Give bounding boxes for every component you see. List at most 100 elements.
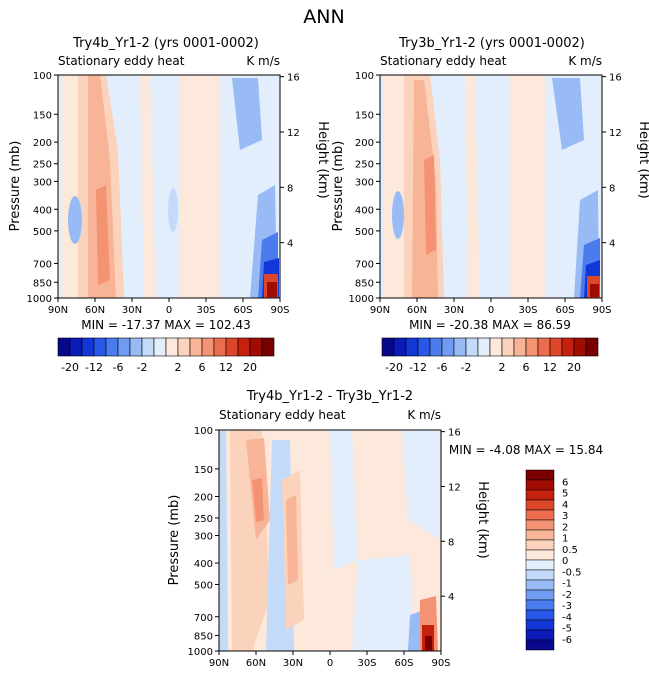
y2-tick-label: 4	[609, 239, 615, 250]
colorbar-label: 0.5	[562, 545, 578, 556]
y-tick-label: 400	[355, 205, 374, 216]
y-tick-label: 100	[194, 426, 213, 437]
axis-ticks: 100 150 200 250 300 400 500 700 850 1000 4 8 12 16 90N…	[349, 71, 622, 316]
y2-tick-label: 16	[609, 73, 622, 84]
colorbar-swatch	[141, 337, 155, 357]
colorbar-label: 6	[523, 361, 530, 374]
panel-units: K m/s	[568, 54, 602, 68]
colorbar-swatch	[525, 609, 555, 621]
contour-band	[232, 535, 254, 651]
colorbar-swatch	[525, 639, 555, 651]
colorbar-label: 2	[562, 522, 568, 533]
y2-axis-label: Height (km)	[475, 481, 490, 558]
colorbar-swatch	[117, 337, 131, 357]
x-tick-label: 30S	[518, 305, 537, 316]
colorbar-swatch	[57, 337, 71, 357]
contour-band	[232, 78, 262, 150]
contour-band	[96, 185, 110, 285]
colorbar: -20 -12 -6 -2 2 6 12 20	[381, 337, 599, 374]
colorbar-label: -0.5	[562, 567, 582, 578]
colorbar-swatch	[525, 549, 555, 561]
x-tick-label: 0	[488, 305, 494, 316]
colorbar-swatch	[381, 337, 395, 357]
colorbar-swatch	[165, 337, 179, 357]
panel-try3b: Try3b_Yr1-2 (yrs 0001-0002) Stationary e…	[331, 36, 649, 374]
panel-subtitle: Stationary eddy heat	[219, 408, 346, 422]
colorbar-swatch	[525, 529, 555, 541]
y-tick-label: 850	[194, 631, 213, 642]
panel-title: Try3b_Yr1-2 (yrs 0001-0002)	[398, 36, 585, 51]
colorbar-label: -20	[61, 361, 79, 374]
colorbar-swatch	[525, 499, 555, 511]
contour-band	[465, 75, 480, 298]
colorbar-swatch	[441, 337, 455, 357]
colorbar-swatch	[525, 469, 555, 481]
colorbar-swatch	[417, 337, 431, 357]
colorbar-swatch	[537, 337, 551, 357]
colorbar-swatch	[525, 599, 555, 611]
panel-title: Try4b_Yr1-2 - Try3b_Yr1-2	[246, 389, 413, 404]
y-tick-label: 700	[33, 259, 52, 270]
colorbar-swatch	[81, 337, 95, 357]
panel-subtitle: Stationary eddy heat	[380, 54, 507, 68]
colorbar-swatch	[525, 479, 555, 491]
colorbar-label: -6	[562, 635, 572, 646]
colorbar-swatch	[429, 337, 443, 357]
colorbar-label: -12	[409, 361, 427, 374]
x-tick-label: 60N	[246, 658, 266, 669]
x-tick-label: 90S	[592, 305, 611, 316]
x-tick-label: 30S	[196, 305, 215, 316]
y-tick-label: 500	[355, 227, 374, 238]
panel-units: K m/s	[246, 54, 280, 68]
x-tick-label: 0	[166, 305, 172, 316]
y2-tick-label: 4	[287, 239, 293, 250]
x-tick-label: 30N	[122, 305, 142, 316]
colorbar-label: -12	[85, 361, 103, 374]
colorbar-swatch	[153, 337, 167, 357]
y-tick-label: 1000	[27, 294, 52, 305]
contour-band	[352, 555, 414, 651]
y-tick-label: 250	[355, 160, 374, 171]
y-tick-label: 850	[355, 278, 374, 289]
x-tick-label: 30N	[444, 305, 464, 316]
colorbar-swatch	[585, 337, 599, 357]
colorbar-swatch	[549, 337, 563, 357]
x-tick-label: 0	[327, 658, 333, 669]
y-tick-label: 1000	[188, 647, 213, 658]
y2-tick-label: 12	[287, 128, 300, 139]
y-tick-label: 850	[33, 278, 52, 289]
y-tick-label: 1000	[349, 294, 374, 305]
colorbar-swatch	[525, 489, 555, 501]
colorbar-swatch	[525, 539, 555, 551]
x-tick-label: 60S	[394, 658, 413, 669]
colorbar-swatch	[249, 337, 263, 357]
colorbar-label: -20	[385, 361, 403, 374]
contour-band	[330, 430, 358, 570]
colorbar-swatch	[69, 337, 83, 357]
colorbar-label: -2	[562, 590, 572, 601]
y-tick-label: 200	[194, 493, 213, 504]
y-tick-label: 150	[33, 110, 52, 121]
colorbar-swatch	[93, 337, 107, 357]
colorbar-label: -5	[562, 624, 572, 635]
colorbar-swatch	[213, 337, 227, 357]
colorbar-swatch	[405, 337, 419, 357]
panel-difference: Try4b_Yr1-2 - Try3b_Yr1-2 Stationary edd…	[167, 389, 603, 669]
panel-title: Try4b_Yr1-2 (yrs 0001-0002)	[72, 36, 259, 51]
contour-band	[590, 284, 599, 297]
colorbar-swatch	[525, 337, 539, 357]
y2-axis-label: Height (km)	[315, 121, 330, 198]
x-tick-label: 30S	[357, 658, 376, 669]
y-tick-label: 150	[355, 110, 374, 121]
x-tick-label: 60S	[555, 305, 574, 316]
colorbar-swatch	[525, 579, 555, 591]
y2-tick-label: 16	[448, 428, 461, 439]
colorbar-swatch	[525, 519, 555, 531]
colorbar-swatch	[201, 337, 215, 357]
y-axis-label: Pressure (mb)	[331, 141, 346, 232]
y-tick-label: 250	[33, 160, 52, 171]
colorbar-swatch	[129, 337, 143, 357]
y-axis-label: Pressure (mb)	[167, 495, 182, 586]
contour-band	[312, 430, 330, 651]
